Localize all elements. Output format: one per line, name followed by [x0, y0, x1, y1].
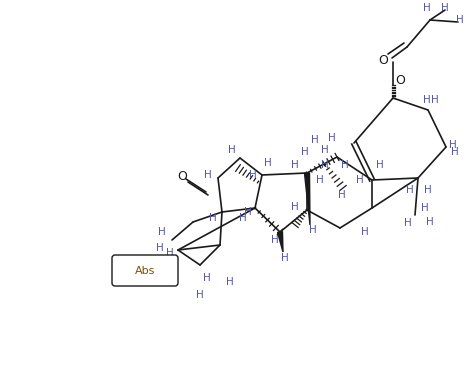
Text: H: H — [281, 253, 289, 263]
Text: H: H — [456, 15, 464, 25]
Text: H: H — [441, 3, 449, 13]
Text: O: O — [378, 53, 388, 67]
Text: H: H — [301, 147, 309, 157]
Text: Abs: Abs — [135, 266, 155, 276]
Text: H: H — [158, 227, 166, 237]
Text: H: H — [228, 145, 236, 155]
Text: H: H — [424, 185, 432, 195]
Text: H: H — [291, 160, 299, 170]
Text: H: H — [244, 207, 252, 217]
Text: H: H — [376, 160, 384, 170]
Text: H: H — [431, 95, 439, 105]
Polygon shape — [278, 232, 283, 252]
Text: H: H — [328, 133, 336, 143]
Text: H: H — [449, 140, 457, 150]
Text: H: H — [321, 160, 329, 170]
Text: H: H — [271, 235, 279, 245]
Text: H: H — [321, 145, 329, 155]
Text: H: H — [311, 135, 319, 145]
Text: H: H — [209, 213, 217, 223]
Text: H: H — [426, 217, 434, 227]
Text: H: H — [204, 170, 212, 180]
FancyBboxPatch shape — [112, 255, 178, 286]
Text: H: H — [404, 218, 412, 228]
Text: H: H — [196, 290, 204, 300]
Text: H: H — [203, 273, 211, 283]
Text: H: H — [421, 203, 429, 213]
Text: H: H — [316, 175, 324, 185]
Text: H: H — [406, 185, 414, 195]
Polygon shape — [305, 173, 310, 225]
Text: H: H — [309, 225, 317, 235]
Text: H: H — [291, 202, 299, 212]
Text: H: H — [356, 175, 364, 185]
Text: H: H — [423, 3, 431, 13]
Text: H: H — [341, 160, 349, 170]
Text: H: H — [249, 170, 257, 180]
Text: H: H — [156, 243, 164, 253]
Text: H: H — [239, 213, 247, 223]
Text: H: H — [361, 227, 369, 237]
Text: O: O — [177, 169, 187, 183]
Text: H: H — [338, 190, 346, 200]
Text: H: H — [166, 248, 174, 258]
Text: H: H — [451, 147, 459, 157]
Text: H: H — [423, 95, 431, 105]
Text: H: H — [226, 277, 234, 287]
Text: H: H — [264, 158, 272, 168]
Text: O: O — [395, 74, 405, 86]
